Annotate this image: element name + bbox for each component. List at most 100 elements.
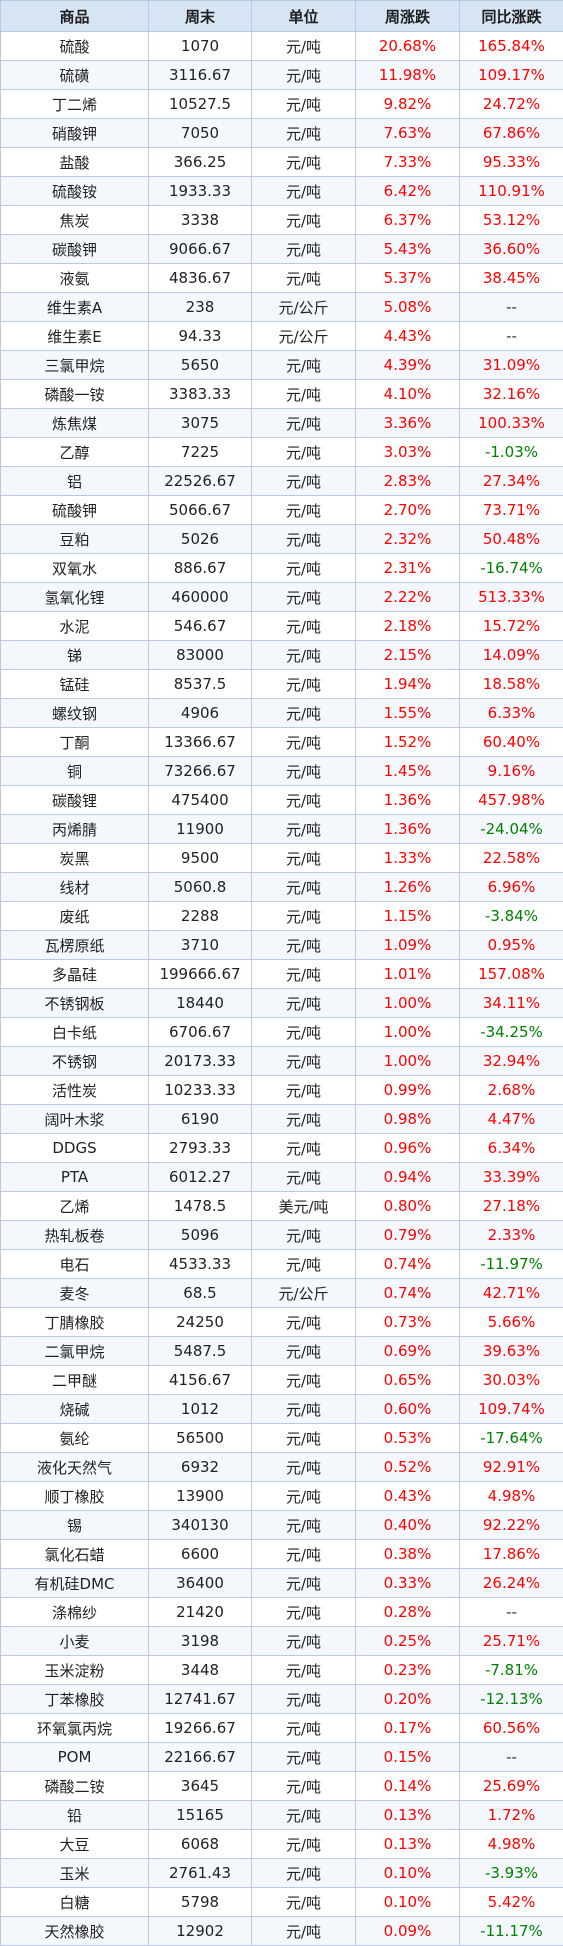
yoy-change-cell: 6.96% bbox=[459, 872, 563, 902]
unit-cell: 元/吨 bbox=[251, 1423, 356, 1453]
commodity-cell: 硫酸钾 bbox=[0, 495, 149, 525]
commodity-cell: 碳酸钾 bbox=[0, 234, 149, 264]
unit-cell: 元/吨 bbox=[251, 1336, 356, 1366]
table-row: 锑 83000 元/吨 2.15% 14.09% bbox=[0, 640, 563, 670]
table-row: 麦冬 68.5 元/公斤 0.74% 42.71% bbox=[0, 1278, 563, 1308]
weekly-change-cell: 0.09% bbox=[355, 1916, 460, 1946]
yoy-change-cell: -11.97% bbox=[459, 1249, 563, 1279]
commodity-cell: DDGS bbox=[0, 1133, 149, 1163]
commodity-cell: 二甲醚 bbox=[0, 1365, 149, 1395]
weekend-price-cell: 94.33 bbox=[148, 321, 252, 351]
weekend-price-cell: 2793.33 bbox=[148, 1133, 252, 1163]
yoy-change-cell: 2.33% bbox=[459, 1220, 563, 1250]
table-row: 环氧氯丙烷 19266.67 元/吨 0.17% 60.56% bbox=[0, 1713, 563, 1743]
weekly-change-cell: 1.45% bbox=[355, 756, 460, 786]
commodity-cell: 炭黑 bbox=[0, 843, 149, 873]
yoy-change-cell: 513.33% bbox=[459, 582, 563, 612]
commodity-cell: 液化天然气 bbox=[0, 1452, 149, 1482]
table-row: 铜 73266.67 元/吨 1.45% 9.16% bbox=[0, 756, 563, 786]
commodity-cell: 铝 bbox=[0, 466, 149, 496]
weekly-change-cell: 1.55% bbox=[355, 698, 460, 728]
weekly-change-cell: 20.68% bbox=[355, 31, 460, 61]
weekly-change-cell: 1.26% bbox=[355, 872, 460, 902]
yoy-change-cell: 18.58% bbox=[459, 669, 563, 699]
weekly-change-cell: 0.25% bbox=[355, 1626, 460, 1656]
table-row: 有机硅DMC 36400 元/吨 0.33% 26.24% bbox=[0, 1568, 563, 1598]
table-row: 碳酸钾 9066.67 元/吨 5.43% 36.60% bbox=[0, 234, 563, 264]
table-row: 小麦 3198 元/吨 0.25% 25.71% bbox=[0, 1626, 563, 1656]
weekly-change-cell: 0.40% bbox=[355, 1510, 460, 1540]
weekly-change-cell: 1.00% bbox=[355, 988, 460, 1018]
commodity-cell: 锑 bbox=[0, 640, 149, 670]
weekly-change-cell: 2.15% bbox=[355, 640, 460, 670]
weekend-price-cell: 6706.67 bbox=[148, 1017, 252, 1047]
table-row: 烧碱 1012 元/吨 0.60% 109.74% bbox=[0, 1394, 563, 1424]
yoy-change-cell: 4.98% bbox=[459, 1481, 563, 1511]
unit-cell: 元/公斤 bbox=[251, 292, 356, 322]
weekly-change-cell: 0.17% bbox=[355, 1713, 460, 1743]
weekly-change-cell: 0.69% bbox=[355, 1336, 460, 1366]
unit-cell: 元/吨 bbox=[251, 930, 356, 960]
yoy-change-cell: 157.08% bbox=[459, 959, 563, 989]
weekend-price-cell: 3383.33 bbox=[148, 379, 252, 409]
table-row: 维生素E 94.33 元/公斤 4.43% -- bbox=[0, 321, 563, 351]
weekend-price-cell: 12902 bbox=[148, 1916, 252, 1946]
yoy-change-cell: 50.48% bbox=[459, 524, 563, 554]
weekly-change-cell: 1.52% bbox=[355, 727, 460, 757]
weekly-change-cell: 1.09% bbox=[355, 930, 460, 960]
yoy-change-cell: -7.81% bbox=[459, 1655, 563, 1685]
yoy-change-cell: 6.33% bbox=[459, 698, 563, 728]
unit-cell: 元/吨 bbox=[251, 843, 356, 873]
table-row: 锰硅 8537.5 元/吨 1.94% 18.58% bbox=[0, 669, 563, 699]
unit-cell: 元/吨 bbox=[251, 1046, 356, 1076]
weekly-change-cell: 1.36% bbox=[355, 785, 460, 815]
weekly-change-cell: 2.31% bbox=[355, 553, 460, 583]
unit-cell: 元/吨 bbox=[251, 1307, 356, 1337]
weekly-change-cell: 0.23% bbox=[355, 1655, 460, 1685]
weekly-change-cell: 0.53% bbox=[355, 1423, 460, 1453]
yoy-change-cell: 17.86% bbox=[459, 1539, 563, 1569]
weekend-price-cell: 22166.67 bbox=[148, 1742, 252, 1772]
yoy-change-cell: 32.16% bbox=[459, 379, 563, 409]
table-row: 炼焦煤 3075 元/吨 3.36% 100.33% bbox=[0, 408, 563, 438]
yoy-change-cell: 25.69% bbox=[459, 1771, 563, 1801]
commodity-cell: 三氯甲烷 bbox=[0, 350, 149, 380]
unit-cell: 元/吨 bbox=[251, 640, 356, 670]
unit-cell: 元/吨 bbox=[251, 437, 356, 467]
weekly-change-cell: 6.37% bbox=[355, 205, 460, 235]
yoy-change-cell: -3.93% bbox=[459, 1858, 563, 1888]
weekend-price-cell: 5060.8 bbox=[148, 872, 252, 902]
table-row: 氯化石蜡 6600 元/吨 0.38% 17.86% bbox=[0, 1539, 563, 1569]
yoy-change-cell: 6.34% bbox=[459, 1133, 563, 1163]
yoy-change-cell: -- bbox=[459, 1597, 563, 1627]
table-row: 焦炭 3338 元/吨 6.37% 53.12% bbox=[0, 205, 563, 235]
commodity-cell: 液氨 bbox=[0, 263, 149, 293]
weekend-price-cell: 15165 bbox=[148, 1800, 252, 1830]
commodity-cell: 氨纶 bbox=[0, 1423, 149, 1453]
table-row: 螺纹钢 4906 元/吨 1.55% 6.33% bbox=[0, 698, 563, 728]
commodity-cell: 锡 bbox=[0, 1510, 149, 1540]
weekend-price-cell: 1478.5 bbox=[148, 1191, 252, 1221]
yoy-change-cell: 92.22% bbox=[459, 1510, 563, 1540]
table-row: 天然橡胶 12902 元/吨 0.09% -11.17% bbox=[0, 1916, 563, 1946]
commodity-cell: 豆粕 bbox=[0, 524, 149, 554]
yoy-change-cell: 457.98% bbox=[459, 785, 563, 815]
weekly-change-cell: 0.74% bbox=[355, 1278, 460, 1308]
weekly-change-cell: 6.42% bbox=[355, 176, 460, 206]
unit-cell: 元/吨 bbox=[251, 1887, 356, 1917]
commodity-cell: 不锈钢 bbox=[0, 1046, 149, 1076]
weekly-change-cell: 0.43% bbox=[355, 1481, 460, 1511]
yoy-change-cell: 15.72% bbox=[459, 611, 563, 641]
commodity-cell: 盐酸 bbox=[0, 147, 149, 177]
commodity-cell: 二氯甲烷 bbox=[0, 1336, 149, 1366]
weekend-price-cell: 7050 bbox=[148, 118, 252, 148]
table-row: 玉米 2761.43 元/吨 0.10% -3.93% bbox=[0, 1858, 563, 1888]
weekly-change-cell: 9.82% bbox=[355, 89, 460, 119]
table-row: 磷酸二铵 3645 元/吨 0.14% 25.69% bbox=[0, 1771, 563, 1801]
unit-cell: 元/吨 bbox=[251, 1365, 356, 1395]
unit-cell: 元/吨 bbox=[251, 582, 356, 612]
weekend-price-cell: 5026 bbox=[148, 524, 252, 554]
weekly-change-cell: 1.00% bbox=[355, 1046, 460, 1076]
commodity-cell: 有机硅DMC bbox=[0, 1568, 149, 1598]
